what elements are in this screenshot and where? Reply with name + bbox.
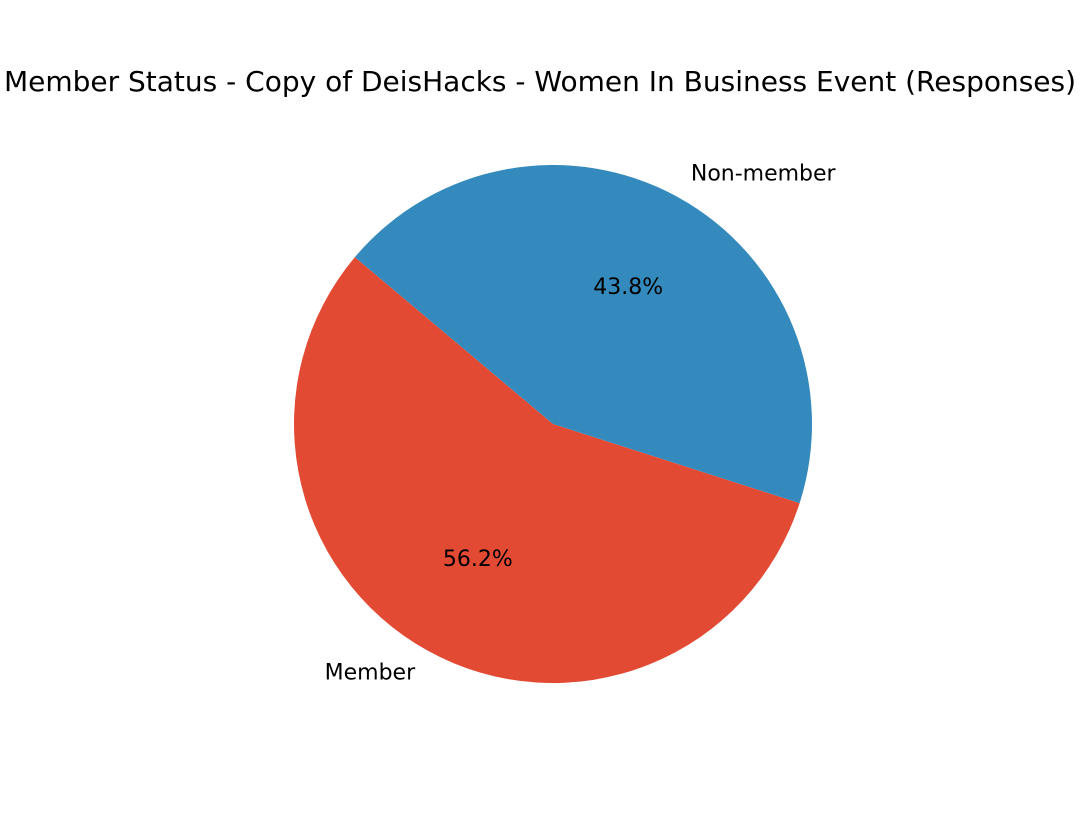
slice-label-member: Member <box>325 660 416 685</box>
pie-slices <box>294 164 812 683</box>
slice-percent-non-member: 43.8% <box>593 275 663 300</box>
slice-percent-member: 56.2% <box>443 547 513 572</box>
chart-title: Member Status - Copy of DeisHacks - Wome… <box>4 65 1076 98</box>
slice-label-non-member: Non-member <box>691 162 837 187</box>
pie-labels: Member 56.2% Non-member 43.8% <box>325 162 837 686</box>
pie-slice-non-member <box>354 164 812 504</box>
pie-slice-member <box>294 257 800 683</box>
